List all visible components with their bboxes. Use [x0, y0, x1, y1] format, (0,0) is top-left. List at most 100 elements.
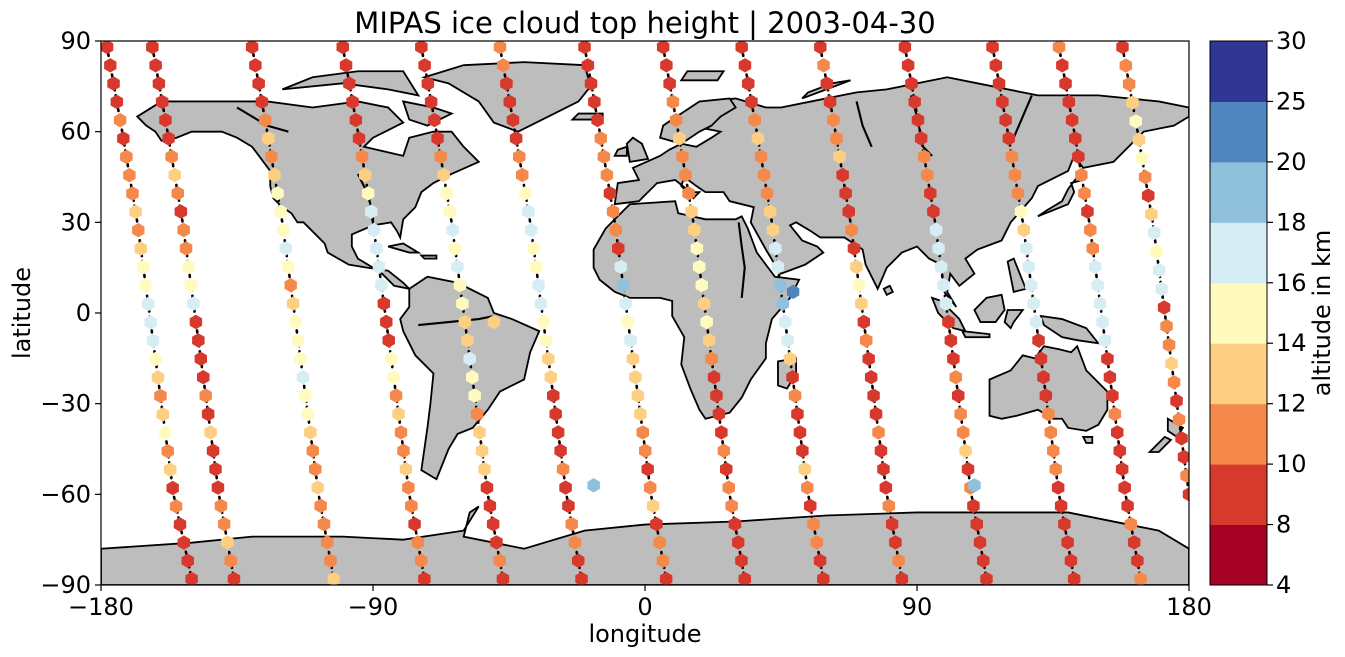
cloud-top-marker — [380, 314, 393, 330]
cloud-top-marker — [154, 388, 167, 404]
cloud-top-marker — [591, 112, 604, 128]
cloud-top-marker — [1118, 480, 1131, 495]
cloud-top-marker — [659, 571, 673, 585]
cloud-top-marker — [470, 406, 484, 422]
cloud-top-marker — [358, 167, 372, 183]
cloud-top-marker — [1138, 169, 1152, 185]
orbit-path — [151, 45, 236, 581]
cloud-top-marker — [1072, 149, 1085, 164]
cloud-top-marker — [120, 149, 133, 164]
cloud-top-marker — [394, 425, 408, 440]
cloud-top-marker — [685, 204, 698, 219]
chart-title: MIPAS ice cloud top height | 2003-04-30 — [354, 6, 935, 40]
cloud-top-markers — [101, 41, 1189, 585]
cloud-top-marker — [565, 516, 578, 532]
cloud-top-marker — [411, 535, 425, 550]
cloud-top-marker — [735, 553, 748, 568]
cloud-top-marker — [947, 351, 960, 366]
cloud-top-marker — [1167, 375, 1181, 390]
cloud-top-marker — [209, 462, 222, 477]
cloud-top-marker — [296, 370, 310, 385]
cloud-top-marker — [317, 516, 331, 532]
x-tick-label: −90 — [348, 593, 399, 621]
cloud-top-marker — [814, 41, 827, 55]
colorbar-tick-label: 18 — [1276, 208, 1307, 236]
cloud-top-marker — [537, 314, 550, 330]
cloud-top-marker — [524, 222, 538, 238]
cloud-top-marker — [1058, 516, 1071, 532]
cloud-top-marker — [1005, 149, 1019, 164]
cloud-top-marker — [544, 370, 557, 385]
cloud-top-marker — [1160, 319, 1173, 334]
cloud-top-marker — [1093, 296, 1107, 311]
cloud-top-marker — [294, 351, 307, 366]
cloud-top-marker — [660, 58, 673, 73]
cloud-top-marker — [139, 278, 152, 293]
cloud-top-marker — [774, 278, 787, 293]
cloud-top-marker — [129, 204, 142, 219]
colorbar-segment — [1210, 524, 1267, 586]
cloud-top-marker — [1059, 76, 1072, 91]
cloud-top-marker — [786, 370, 799, 385]
colorbar-tick-label: 12 — [1276, 390, 1307, 418]
cloud-top-marker — [463, 351, 476, 366]
cloud-top-marker — [901, 58, 915, 73]
cloud-top-marker — [324, 553, 337, 568]
cloud-top-marker — [271, 186, 284, 201]
cloud-top-marker — [146, 333, 160, 348]
colorbar-tick-label: 8 — [1276, 511, 1291, 539]
cloud-top-marker — [977, 553, 990, 568]
cloud-top-marker — [942, 314, 955, 330]
orbit-path — [740, 45, 825, 581]
cloud-top-marker — [1064, 553, 1078, 568]
cloud-top-marker — [738, 571, 751, 585]
cloud-top-marker — [397, 443, 410, 458]
cloud-top-marker — [587, 478, 600, 493]
orbit-path — [420, 45, 505, 581]
cloud-top-marker — [1062, 94, 1076, 110]
cloud-top-marker — [152, 76, 166, 91]
cloud-top-marker — [377, 296, 391, 311]
cloud-top-marker — [1037, 370, 1050, 385]
cloud-top-marker — [405, 498, 418, 514]
y-tick-label: −90 — [40, 571, 91, 599]
cloud-top-marker — [1027, 296, 1040, 311]
cloud-top-marker — [1127, 535, 1141, 550]
cloud-top-marker — [516, 167, 529, 183]
cloud-top-marker — [402, 480, 415, 495]
cloud-top-marker — [440, 186, 453, 201]
cloud-top-marker — [973, 535, 987, 550]
cloud-top-marker — [619, 296, 632, 311]
cloud-top-marker — [206, 443, 220, 458]
cloud-top-marker — [597, 149, 611, 164]
colorbar-tick-label: 10 — [1276, 450, 1307, 478]
cloud-top-marker — [823, 94, 837, 110]
cloud-top-marker — [702, 333, 716, 348]
cloud-top-marker — [1165, 356, 1178, 371]
cloud-top-marker — [1049, 462, 1062, 477]
colorbar-segment — [1210, 41, 1267, 102]
cloud-top-marker — [766, 222, 780, 238]
cloud-top-marker — [612, 241, 625, 256]
cloud-top-marker — [712, 406, 726, 422]
cloud-top-marker — [155, 94, 169, 110]
cloud-top-marker — [1135, 151, 1149, 166]
cloud-top-marker — [468, 388, 481, 403]
cloud-top-marker — [836, 167, 849, 183]
cloud-top-marker — [693, 259, 706, 274]
landmass-tasmania — [1081, 436, 1094, 444]
cloud-top-marker — [126, 186, 139, 201]
cloud-top-marker — [1056, 58, 1069, 73]
cloud-top-marker — [252, 76, 265, 91]
cloud-top-marker — [493, 553, 506, 568]
cloud-top-marker — [879, 480, 893, 495]
cloud-top-marker — [864, 370, 878, 385]
cloud-top-marker — [286, 296, 300, 311]
cloud-top-marker — [588, 94, 601, 110]
cloud-top-marker — [810, 535, 823, 550]
y-tick-label: 90 — [60, 27, 91, 55]
cloud-top-marker — [265, 149, 278, 164]
cloud-top-marker — [171, 186, 184, 201]
cloud-top-marker — [443, 204, 456, 219]
